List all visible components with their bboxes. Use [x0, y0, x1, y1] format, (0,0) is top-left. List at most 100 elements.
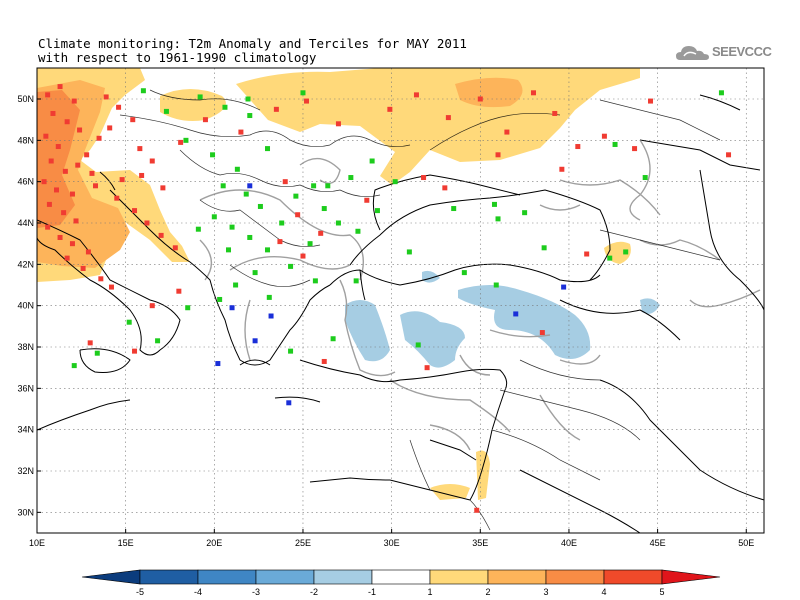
upper-tercile-marker [202, 117, 208, 123]
middle-tercile-marker [288, 348, 294, 354]
upper-tercile-marker [132, 208, 138, 214]
upper-tercile-marker [93, 183, 99, 189]
colorbar-segment [197, 569, 257, 585]
middle-tercile-marker [300, 90, 306, 96]
middle-tercile-marker [195, 226, 201, 232]
middle-tercile-marker [325, 183, 331, 189]
middle-tercile-marker [233, 282, 239, 288]
upper-tercile-marker [335, 121, 341, 127]
middle-tercile-marker [406, 249, 412, 255]
upper-tercile-marker [119, 177, 125, 183]
upper-tercile-marker [304, 98, 310, 104]
middle-tercile-marker [245, 96, 251, 102]
colorbar-segment [371, 569, 431, 585]
lon-tick-label: 10E [29, 538, 45, 548]
lon-tick-label: 45E [650, 538, 666, 548]
upper-tercile-marker [413, 92, 419, 98]
upper-tercile-marker [601, 133, 607, 139]
colorbar: -5 -4 -3 -2 -1 1 2 3 4 5 [81, 569, 721, 597]
upper-tercile-marker [632, 146, 638, 152]
lower-tercile-marker [247, 183, 253, 189]
upper-tercile-marker [64, 119, 70, 125]
upper-tercile-marker [445, 115, 451, 121]
warm-anomaly-shading [37, 68, 640, 500]
colorbar-segment [603, 569, 663, 585]
colorbar-segment [545, 569, 605, 585]
middle-tercile-marker [163, 108, 169, 114]
upper-tercile-marker [318, 230, 324, 236]
middle-tercile-marker [415, 342, 421, 348]
colorbar-label: 3 [543, 587, 548, 597]
upper-tercile-marker [54, 187, 60, 193]
middle-tercile-marker [140, 88, 146, 94]
upper-tercile-marker [584, 251, 590, 257]
middle-tercile-marker [185, 305, 191, 311]
middle-tercile-marker [265, 146, 271, 152]
upper-tercile-marker [84, 152, 90, 158]
lon-tick-label: 20E [206, 538, 222, 548]
cloud-icon [676, 46, 709, 60]
colorbar-segment [139, 569, 199, 585]
upper-tercile-marker [62, 168, 68, 174]
colorbar-high-arrow [661, 569, 721, 585]
upper-tercile-marker [282, 179, 288, 185]
middle-tercile-marker [226, 247, 232, 253]
upper-tercile-marker [132, 348, 138, 354]
lat-tick-label: 38N [17, 342, 34, 352]
middle-tercile-marker [348, 175, 354, 181]
upper-tercile-marker [387, 106, 393, 112]
lat-tick-label: 46N [17, 177, 34, 187]
upper-tercile-marker [495, 152, 501, 158]
lat-tick-label: 50N [17, 94, 34, 104]
seevccc-logo: SEEVCCC [712, 44, 772, 59]
lower-tercile-marker [252, 338, 258, 344]
upper-tercile-marker [238, 129, 244, 135]
colorbar-label: -2 [310, 587, 318, 597]
upper-tercile-marker [149, 158, 155, 164]
tercile-markers [41, 84, 732, 513]
middle-tercile-marker [353, 278, 359, 284]
colorbar-label: 5 [659, 587, 664, 597]
upper-tercile-marker [89, 170, 95, 176]
upper-tercile-marker [98, 276, 104, 282]
upper-tercile-marker [77, 127, 83, 133]
lon-tick-label: 50E [738, 538, 754, 548]
lon-tick-label: 15E [118, 538, 134, 548]
middle-tercile-marker [155, 338, 161, 344]
middle-tercile-marker [321, 206, 327, 212]
upper-tercile-marker [424, 365, 430, 371]
lon-tick-label: 40E [561, 538, 577, 548]
lower-tercile-marker [215, 361, 221, 367]
middle-tercile-marker [265, 247, 271, 253]
upper-tercile-marker [144, 220, 150, 226]
upper-tercile-marker [530, 90, 536, 96]
middle-tercile-marker [330, 336, 336, 342]
upper-tercile-marker [107, 125, 113, 131]
colorbar-segment [487, 569, 547, 585]
lower-tercile-marker [286, 400, 292, 406]
upper-tercile-marker [321, 358, 327, 364]
middle-tercile-marker [217, 296, 223, 302]
colorbar-low-arrow [81, 569, 141, 585]
graticule [37, 68, 764, 533]
upper-tercile-marker [85, 249, 91, 255]
map-frame [36, 67, 765, 534]
upper-tercile-marker [43, 133, 49, 139]
upper-tercile-marker [442, 185, 448, 191]
middle-tercile-marker [247, 113, 253, 119]
middle-tercile-marker [252, 270, 258, 276]
middle-tercile-marker [495, 216, 501, 222]
upper-tercile-marker [421, 175, 427, 181]
lon-tick-label: 35E [472, 538, 488, 548]
middle-tercile-marker [493, 282, 499, 288]
upper-tercile-marker [552, 110, 558, 116]
upper-tercile-marker [69, 191, 75, 197]
upper-tercile-marker [96, 135, 102, 141]
colorbar-label: -4 [194, 587, 202, 597]
colorbar-segment [313, 569, 373, 585]
upper-tercile-marker [139, 172, 145, 178]
middle-tercile-marker [355, 228, 361, 234]
upper-tercile-marker [137, 146, 143, 152]
middle-tercile-marker [234, 166, 240, 172]
